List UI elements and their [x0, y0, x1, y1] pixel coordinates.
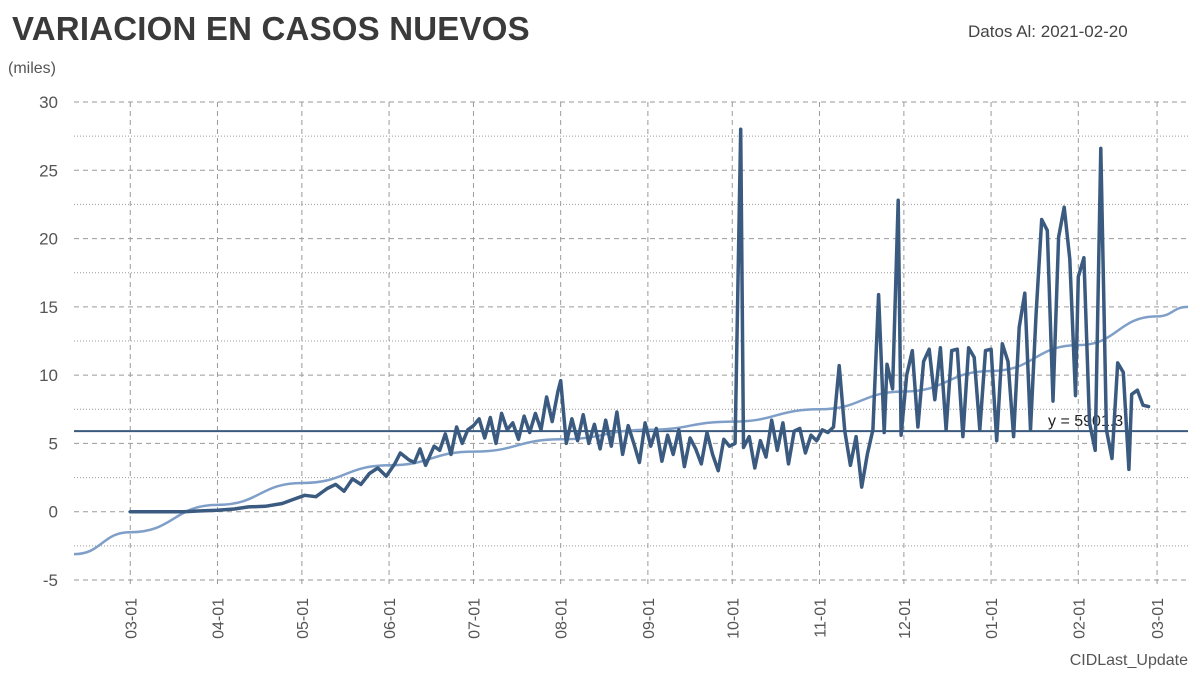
y-tick-label: 10 [39, 366, 58, 385]
y-tick-label: 0 [49, 503, 58, 522]
x-tick-label: 03-01 [1150, 598, 1167, 639]
series-line [128, 127, 1151, 514]
footer-label: CIDLast_Update [1069, 652, 1188, 669]
x-tick-label: 12-01 [897, 598, 914, 639]
chart-grid [74, 101, 1188, 588]
x-tick-label: 01-01 [984, 598, 1001, 639]
y-tick-label: 5 [49, 434, 58, 453]
x-tick-label: 11-01 [812, 598, 829, 638]
y-axis: -5 0 5 10 15 20 25 30 [39, 93, 58, 590]
x-axis: 03-01 04-01 05-01 06-01 07-01 08-01 09-01 10-01… [123, 598, 1167, 639]
y-tick-label: 25 [39, 161, 58, 180]
x-tick-label: 05-01 [295, 598, 312, 639]
x-tick-label: 04-01 [210, 598, 227, 639]
chart-series: y = 5901.3 [73, 127, 1189, 556]
x-tick-label: 03-01 [123, 598, 140, 639]
x-tick-label: 02-01 [1071, 598, 1088, 639]
x-tick-label: 06-01 [382, 598, 399, 639]
y-tick-label: 20 [39, 230, 58, 249]
x-tick-label: 08-01 [554, 598, 571, 639]
data-date-label: Datos Al: 2021-02-20 [968, 22, 1128, 41]
mean-line-label: y = 5901.3 [1048, 413, 1123, 430]
chart-title: VARIACION EN CASOS NUEVOS [12, 10, 530, 47]
y-tick-label: -5 [43, 571, 58, 590]
y-tick-label: 15 [39, 298, 58, 317]
y-axis-unit-label: (miles) [8, 60, 56, 77]
y-tick-label: 30 [39, 93, 58, 112]
x-tick-label: 07-01 [466, 598, 483, 639]
x-tick-label: 09-01 [641, 598, 658, 639]
x-tick-label: 10-01 [725, 598, 742, 639]
